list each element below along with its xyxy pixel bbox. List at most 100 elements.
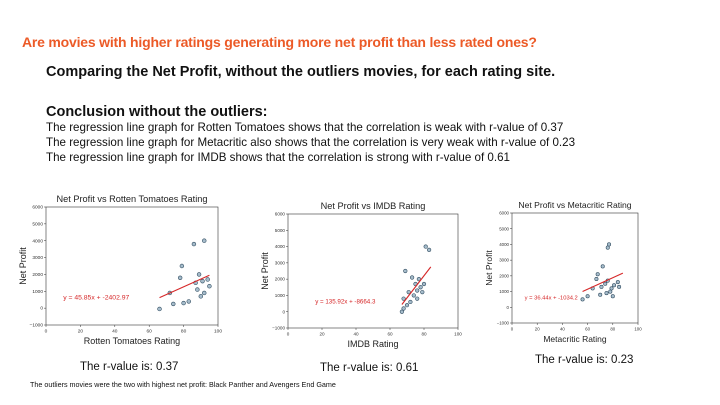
x-tick-label: 40 [112, 329, 118, 335]
regression-line [582, 272, 624, 292]
data-point [612, 283, 617, 288]
data-point [408, 299, 413, 305]
data-point [420, 290, 425, 295]
y-axis-label: Net Profit [484, 250, 494, 286]
data-point [603, 281, 608, 286]
x-tick-label: 80 [610, 327, 615, 332]
y-tick-label: 1000 [275, 293, 286, 298]
data-point [595, 272, 600, 277]
data-point [401, 296, 406, 301]
conclusion-line-imdb: The regression line graph for IMDB shows… [46, 151, 510, 164]
footnote: The outliers movies were the two with hi… [30, 380, 336, 389]
y-tick-label: 4000 [32, 238, 43, 244]
data-point [617, 284, 622, 289]
x-tick-label: 100 [454, 332, 462, 337]
data-point [191, 241, 197, 247]
r-value-imdb: The r-value is: 0.61 [320, 362, 419, 374]
regression-equation: y = 36.44x + -1034.2 [525, 295, 578, 301]
y-tick-label: 1000 [499, 289, 509, 294]
y-tick-label: −1000 [30, 323, 44, 329]
data-point [418, 285, 423, 290]
data-point [406, 290, 411, 295]
y-tick-label: 2000 [499, 273, 509, 278]
y-tick-label: −1000 [272, 326, 285, 331]
data-point [202, 238, 207, 243]
data-point [415, 288, 420, 293]
y-tick-label: 6000 [275, 212, 286, 217]
y-tick-label: 5000 [275, 228, 286, 233]
data-point [401, 306, 406, 311]
plot-area [511, 212, 639, 324]
y-tick-label: −1000 [497, 321, 510, 326]
regression-line [401, 266, 432, 305]
y-tick-label: 0 [282, 309, 285, 314]
slide-subtitle: Comparing the Net Profit, without the ou… [46, 64, 556, 80]
chart-imdb: Net Profit vs IMDB Rating−10000100020003… [260, 201, 462, 349]
x-tick-label: 60 [147, 329, 153, 335]
data-point [157, 306, 162, 312]
x-axis-label: Rotten Tomatoes Rating [84, 336, 180, 346]
data-point [421, 281, 427, 287]
data-point [615, 280, 620, 285]
y-tick-label: 0 [507, 305, 510, 310]
plot-area [45, 206, 219, 326]
data-point [202, 290, 207, 296]
y-tick-label: 3000 [32, 255, 43, 261]
x-tick-label: 60 [387, 332, 393, 337]
x-tick-label: 40 [353, 332, 359, 337]
y-tick-label: 1000 [32, 289, 43, 295]
data-point [205, 277, 210, 282]
y-axis-label: Net Profit [18, 247, 28, 285]
y-tick-label: 4000 [499, 242, 509, 247]
data-point [410, 275, 415, 280]
chart-metacritic: Net Profit vs Metacritic Rating−10000100… [484, 200, 642, 344]
x-tick-label: 40 [560, 327, 565, 332]
data-point [598, 292, 603, 297]
regression-equation: y = 45.85x + -2402.97 [63, 295, 129, 302]
data-point [200, 278, 205, 284]
data-point [427, 247, 432, 252]
data-point [186, 299, 191, 304]
data-point [196, 272, 202, 277]
x-tick-label: 0 [45, 329, 48, 335]
x-tick-label: 0 [511, 327, 514, 332]
x-tick-label: 80 [421, 332, 427, 337]
x-tick-label: 60 [585, 327, 590, 332]
data-point [404, 303, 410, 308]
chart-title: Net Profit vs Rotten Tomatoes Rating [57, 194, 208, 204]
data-point [423, 244, 428, 249]
y-axis-label: Net Profit [260, 252, 270, 290]
y-tick-label: 5000 [499, 226, 509, 231]
chart-title: Net Profit vs IMDB Rating [321, 201, 426, 211]
x-tick-label: 100 [634, 327, 642, 332]
data-point [599, 284, 604, 289]
regression-equation: y = 135.92x + -8664.3 [315, 299, 376, 306]
data-point [198, 294, 204, 299]
chart-title: Net Profit vs Metacritic Rating [518, 200, 631, 210]
data-point [207, 284, 212, 289]
y-tick-label: 2000 [32, 272, 43, 278]
conclusion-heading: Conclusion without the outliers: [46, 104, 268, 120]
x-tick-label: 80 [181, 329, 187, 335]
regression-line [159, 274, 210, 299]
x-axis-label: Metacritic Rating [543, 334, 607, 344]
r-value-rotten-tomatoes: The r-value is: 0.37 [80, 361, 179, 373]
y-tick-label: 5000 [32, 221, 43, 227]
data-point [607, 242, 612, 247]
data-point [411, 293, 416, 298]
y-tick-label: 6000 [499, 211, 509, 216]
x-tick-label: 20 [535, 327, 540, 332]
data-point [610, 294, 615, 299]
data-point [179, 263, 185, 269]
x-tick-label: 100 [214, 329, 222, 335]
data-point [399, 309, 404, 314]
x-tick-label: 20 [319, 332, 325, 337]
y-tick-label: 3000 [275, 260, 286, 265]
conclusion-line-metacritic: The regression line graph for Metacritic… [46, 136, 576, 149]
data-point [580, 297, 585, 302]
y-tick-label: 2000 [275, 277, 286, 282]
data-point [604, 291, 609, 296]
data-point [403, 268, 408, 274]
data-point [195, 287, 200, 292]
x-tick-label: 0 [287, 332, 290, 337]
